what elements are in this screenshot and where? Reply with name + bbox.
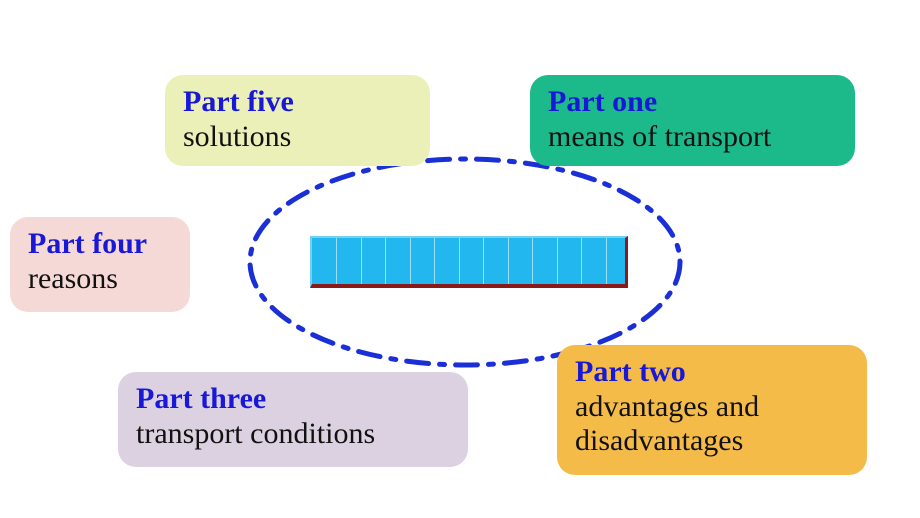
card-title: Part four [28,227,172,262]
center-block-divider [581,238,582,284]
center-block-divider [532,238,533,284]
card-subtitle: advantages and disadvantages [575,390,849,459]
card-title: Part one [548,85,837,120]
center-block-divider [459,238,460,284]
card-subtitle: reasons [28,262,172,297]
center-block-divider [336,238,337,284]
card-subtitle: transport conditions [136,417,450,452]
card-part-four: Part four reasons [10,217,190,312]
center-block-divider [361,238,362,284]
card-part-three: Part three transport conditions [118,372,468,467]
center-block-divider [508,238,509,284]
card-title: Part two [575,355,849,390]
card-title: Part five [183,85,412,120]
center-block-divider [483,238,484,284]
card-subtitle: solutions [183,120,412,155]
center-block-divider [410,238,411,284]
center-block-divider [606,238,607,284]
card-subtitle: means of transport [548,120,837,155]
center-block [310,236,628,288]
card-title: Part three [136,382,450,417]
center-block-divider [557,238,558,284]
center-block-divider [434,238,435,284]
card-part-two: Part two advantages and disadvantages [557,345,867,475]
center-block-divider [385,238,386,284]
card-part-one: Part one means of transport [530,75,855,166]
card-part-five: Part five solutions [165,75,430,166]
